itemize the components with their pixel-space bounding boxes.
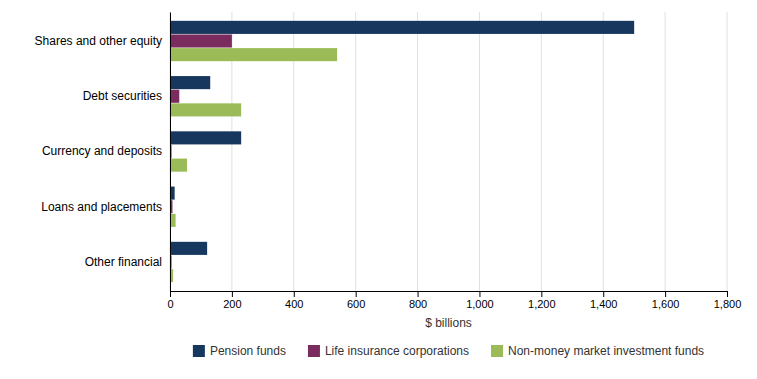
legend-swatch — [308, 345, 320, 357]
bar — [170, 242, 207, 255]
legend-item: Life insurance corporations — [308, 344, 469, 358]
tick: Currency and deposits — [42, 144, 170, 158]
legend-item: Pension funds — [193, 344, 286, 358]
axis-line — [171, 292, 728, 298]
bar — [170, 159, 187, 172]
tick-mark — [665, 291, 666, 297]
legend-label: Life insurance corporations — [325, 344, 469, 358]
grid-line — [417, 12, 418, 291]
tick-label: 1,000 — [466, 298, 494, 310]
tick: 600 — [347, 291, 365, 310]
tick-label: 600 — [347, 298, 365, 310]
tick: 1,600 — [652, 291, 680, 310]
legend-label: Pension funds — [210, 344, 286, 358]
grid-line — [665, 12, 666, 291]
tick: 0 — [167, 291, 173, 310]
bars — [170, 21, 634, 282]
tick-label: 1,200 — [528, 298, 556, 310]
chart: 0 200 400 600 800 1,000 1,200 1,400 1,600 1,800 Sh… — [0, 0, 757, 379]
tick-label: 1,800 — [714, 298, 742, 310]
series — [170, 48, 337, 282]
tick: 1,000 — [466, 291, 494, 310]
bar — [170, 103, 241, 116]
tick: 200 — [223, 291, 241, 310]
tick-label: 1,400 — [590, 298, 618, 310]
tick-label: Debt securities — [83, 89, 162, 103]
tick-mark — [603, 291, 604, 297]
legend-swatch — [193, 345, 205, 357]
tick: 1,200 — [528, 291, 556, 310]
tick-label: Shares and other equity — [35, 34, 162, 48]
tick: 400 — [285, 291, 303, 310]
grid — [170, 12, 727, 291]
bar — [170, 48, 337, 61]
bar — [170, 21, 634, 34]
grid-line — [603, 12, 604, 291]
tick-label: Currency and deposits — [42, 144, 162, 158]
bar — [170, 76, 210, 89]
tick-mark — [727, 291, 728, 297]
tick-label: Loans and placements — [41, 200, 162, 214]
tick: Shares and other equity — [35, 34, 170, 48]
series — [170, 34, 232, 268]
tick-mark — [356, 291, 357, 297]
tick: Debt securities — [83, 89, 170, 103]
grid-line — [541, 12, 542, 291]
series — [170, 21, 634, 255]
grid-line — [355, 12, 356, 291]
tick-mark — [541, 291, 542, 297]
bar — [170, 131, 241, 144]
tick-label: 1,600 — [652, 298, 680, 310]
axis-line — [170, 13, 171, 292]
bar — [170, 34, 232, 47]
plot: 0 200 400 600 800 1,000 1,200 1,400 1,600 1,800 Sh… — [35, 12, 742, 330]
tick: 1,800 — [714, 291, 742, 310]
legend: Pension funds Life insurance corporations… — [193, 344, 704, 358]
legend-swatch — [491, 345, 503, 357]
tick-mark — [418, 291, 419, 297]
tick-mark — [170, 291, 171, 297]
tick-mark — [479, 291, 480, 297]
tick: Loans and placements — [41, 200, 170, 214]
tick-label: 0 — [167, 298, 173, 310]
tick-label: 200 — [223, 298, 241, 310]
grid-line — [727, 12, 728, 291]
tick: Other financial — [85, 255, 170, 269]
grid-line — [170, 12, 171, 291]
axis-title: $ billions — [425, 316, 472, 330]
legend-item: Non-money market investment funds — [491, 344, 704, 358]
tick-label: Other financial — [85, 255, 162, 269]
value-axis: 0 200 400 600 800 1,000 1,200 1,400 1,600 1,800 — [167, 291, 741, 310]
tick: 1,400 — [590, 291, 618, 310]
grid-line — [479, 12, 480, 291]
bar — [170, 90, 179, 103]
tick-label: 400 — [285, 298, 303, 310]
legend-label: Non-money market investment funds — [508, 344, 704, 358]
tick-mark — [232, 291, 233, 297]
category-axis: Shares and other equity Debt securities Cu… — [35, 13, 171, 292]
tick-label: 800 — [409, 298, 427, 310]
tick-mark — [294, 291, 295, 297]
tick: 800 — [409, 291, 427, 310]
